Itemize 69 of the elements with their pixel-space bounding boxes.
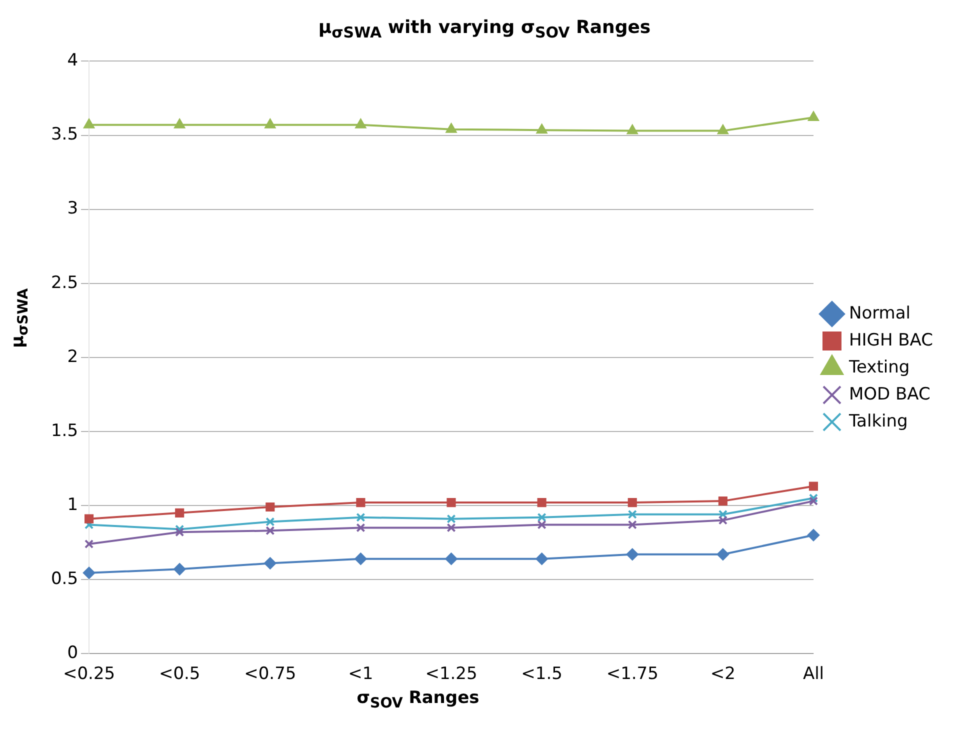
point <box>446 523 456 532</box>
point <box>266 526 275 536</box>
point <box>626 548 638 560</box>
legend-label: HIGH BAC <box>848 330 934 350</box>
y-tick-label: 3 <box>67 198 78 219</box>
x-tick-label: <0.75 <box>244 664 296 684</box>
y-tick-label: 3.5 <box>50 124 78 145</box>
point <box>628 498 637 508</box>
point <box>537 498 546 508</box>
x-tick-label: <2 <box>710 664 736 684</box>
x-tick-label: All <box>802 664 824 684</box>
point <box>627 124 638 134</box>
point <box>354 552 367 565</box>
point <box>356 498 366 508</box>
point <box>84 514 94 524</box>
x-tick-label: <1 <box>348 664 374 684</box>
point <box>175 508 184 518</box>
point <box>264 557 276 570</box>
point <box>808 111 819 121</box>
point <box>266 502 275 512</box>
point <box>808 494 818 503</box>
y-tick-label: 2.5 <box>50 272 78 293</box>
point <box>174 118 185 128</box>
point <box>84 118 94 128</box>
point <box>355 118 366 128</box>
y-tick-label: 0 <box>67 643 78 664</box>
point <box>175 528 184 537</box>
y-tick-label: 0.5 <box>50 568 78 589</box>
chart-title: μ$_{σSWA}$ with varying σ$_{SOV}$ Ranges <box>317 16 652 44</box>
legend-label: Normal <box>848 303 910 324</box>
point <box>264 118 276 128</box>
point <box>445 552 458 565</box>
point <box>84 539 94 549</box>
point <box>266 517 275 526</box>
x-tick-label: <0.5 <box>158 664 200 684</box>
x-tick-label: <1.75 <box>606 664 658 684</box>
point <box>446 514 456 524</box>
point <box>808 496 818 506</box>
point <box>718 496 728 506</box>
y-tick-label: 2 <box>67 346 78 367</box>
point <box>536 552 548 565</box>
y-tick-label: 1.5 <box>50 420 78 441</box>
point <box>537 512 546 522</box>
point <box>174 563 186 576</box>
point <box>356 523 366 532</box>
x-tick-label: <1.25 <box>425 664 478 684</box>
point <box>716 548 729 560</box>
x-tick-label: <0.25 <box>62 664 116 684</box>
point <box>536 124 548 134</box>
point <box>808 482 818 491</box>
point <box>628 510 637 519</box>
point <box>356 512 366 522</box>
y-tick-label: 1 <box>67 494 78 515</box>
x-axis-title: σ$_{SOV}$ Ranges <box>356 688 480 712</box>
legend-label: Texting <box>848 357 910 378</box>
point <box>628 520 637 530</box>
point <box>83 566 96 579</box>
y-tick-label: 4 <box>67 50 78 71</box>
point <box>807 529 820 542</box>
x-tick-label: <1.5 <box>521 664 562 684</box>
point <box>718 510 728 519</box>
point <box>537 520 546 530</box>
legend-label: MOD BAC <box>848 384 930 404</box>
point <box>718 124 728 134</box>
point <box>446 498 456 508</box>
legend-label: Talking <box>848 411 908 432</box>
point <box>718 516 728 525</box>
point <box>446 123 457 133</box>
point <box>175 524 184 534</box>
